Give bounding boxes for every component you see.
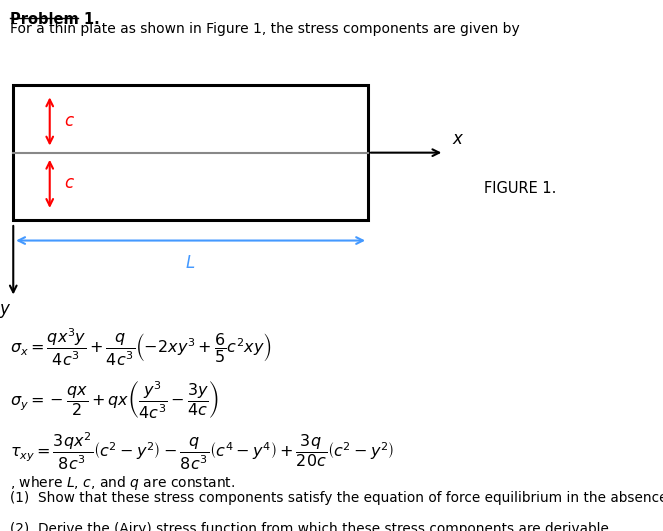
Text: Problem 1.: Problem 1. [10,12,99,27]
Text: $\sigma_y = -\dfrac{qx}{2} + qx\left(\dfrac{y^3}{4c^3} - \dfrac{3y}{4c}\right)$: $\sigma_y = -\dfrac{qx}{2} + qx\left(\df… [10,380,219,421]
Text: $y$: $y$ [0,302,11,320]
Text: $L$: $L$ [186,255,196,272]
Text: FIGURE 1.: FIGURE 1. [484,181,556,196]
Text: $\tau_{xy} = \dfrac{3qx^2}{8c^3}\left(c^2 - y^2\right) - \dfrac{q}{8c^3}\left(c^: $\tau_{xy} = \dfrac{3qx^2}{8c^3}\left(c^… [10,430,394,472]
Text: $x$: $x$ [452,131,465,149]
Bar [13,85,368,220]
Text: $\sigma_x = \dfrac{qx^3y}{4c^3} + \dfrac{q}{4c^3}\left(-2xy^3 + \dfrac{6}{5}c^2x: $\sigma_x = \dfrac{qx^3y}{4c^3} + \dfrac… [10,327,272,368]
Text: $c$: $c$ [64,175,75,192]
Text: (1)  Show that these stress components satisfy the equation of force equilibrium: (1) Show that these stress components sa… [10,491,663,505]
Text: (2)  Derive the (Airy) stress function from which these stress components are de: (2) Derive the (Airy) stress function fr… [10,522,613,531]
Text: For a thin plate as shown in Figure 1, the stress components are given by: For a thin plate as shown in Figure 1, t… [10,22,520,36]
Text: $c$: $c$ [64,113,75,130]
Text: , where $L$, $c$, and $q$ are constant.: , where $L$, $c$, and $q$ are constant. [10,474,235,492]
